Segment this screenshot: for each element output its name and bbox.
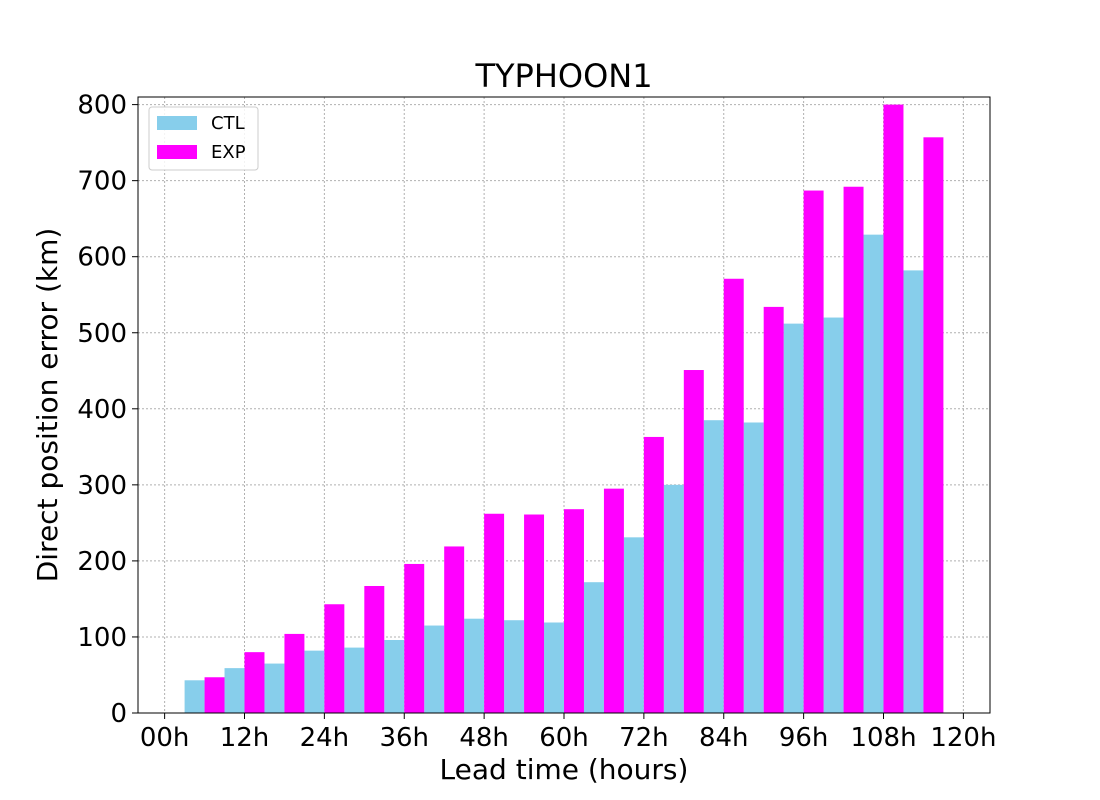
x-tick-label: 96h bbox=[779, 723, 829, 753]
x-tick-label: 12h bbox=[220, 723, 270, 753]
bar-ctl bbox=[184, 680, 205, 713]
bar-exp bbox=[723, 278, 744, 713]
bar-exp bbox=[364, 585, 385, 713]
y-tick-label: 100 bbox=[77, 623, 127, 653]
bar-exp bbox=[923, 137, 944, 714]
y-tick-label: 300 bbox=[77, 471, 127, 501]
legend-swatch-ctl bbox=[157, 116, 197, 130]
bar-exp bbox=[803, 190, 824, 713]
bar-ctl bbox=[504, 620, 525, 713]
ticks: 0 100 200 300 400 500 600 700 800 00h 12h 24h 36h 48h… bbox=[77, 91, 996, 753]
x-axis-title: Lead time (hours) bbox=[440, 753, 689, 786]
y-tick-label: 700 bbox=[77, 167, 127, 197]
bar-exp bbox=[244, 652, 265, 713]
bar-ctl bbox=[743, 422, 764, 713]
x-tick-label: 36h bbox=[379, 723, 429, 753]
bar-exp bbox=[683, 370, 704, 713]
x-tick-label: 00h bbox=[140, 723, 190, 753]
bar-ctl bbox=[264, 663, 285, 713]
bar-exp bbox=[643, 436, 664, 713]
y-tick-label: 600 bbox=[77, 243, 127, 273]
bar-ctl bbox=[903, 270, 924, 713]
x-tick-label: 120h bbox=[930, 723, 996, 753]
y-tick-label: 800 bbox=[77, 91, 127, 121]
bar-ctl bbox=[783, 323, 804, 713]
bar-exp bbox=[564, 509, 584, 713]
bar-exp bbox=[324, 604, 345, 713]
bar-ctl bbox=[384, 639, 405, 713]
x-tick-label: 60h bbox=[539, 723, 589, 753]
bars bbox=[184, 104, 944, 714]
y-tick-label: 500 bbox=[77, 319, 127, 349]
bar-exp bbox=[284, 633, 305, 713]
bar-ctl bbox=[623, 537, 644, 713]
x-tick-label: 72h bbox=[619, 723, 669, 753]
y-tick-label: 400 bbox=[77, 395, 127, 425]
bar-exp bbox=[763, 306, 784, 713]
bar-ctl bbox=[544, 622, 564, 713]
x-tick-label: 48h bbox=[459, 723, 509, 753]
bar-ctl bbox=[703, 420, 724, 713]
bar-ctl bbox=[863, 234, 884, 713]
bar-exp bbox=[843, 186, 864, 713]
bar-exp bbox=[404, 563, 425, 713]
bar-ctl bbox=[663, 484, 684, 713]
y-tick-label: 200 bbox=[77, 547, 127, 577]
legend-swatch-exp bbox=[157, 145, 197, 159]
bar-exp bbox=[444, 546, 465, 713]
y-tick-label: 0 bbox=[110, 699, 127, 729]
x-tick-label: 84h bbox=[699, 723, 749, 753]
legend: CTL EXP bbox=[148, 106, 259, 171]
bar-ctl bbox=[424, 625, 445, 713]
bar-ctl bbox=[823, 317, 844, 713]
x-tick-label: 108h bbox=[850, 723, 916, 753]
y-axis-title: Direct position error (km) bbox=[31, 228, 64, 583]
bar-ctl bbox=[344, 647, 365, 713]
bar-exp bbox=[883, 104, 904, 714]
bar-exp bbox=[204, 677, 225, 713]
bar-exp bbox=[524, 514, 545, 713]
bar-ctl bbox=[464, 618, 485, 713]
bar-ctl bbox=[304, 650, 325, 713]
legend-label-exp: EXP bbox=[211, 142, 246, 163]
bar-ctl bbox=[583, 582, 604, 713]
bar-ctl bbox=[224, 668, 245, 713]
x-tick-label: 24h bbox=[300, 723, 350, 753]
chart-title: TYPHOON1 bbox=[474, 57, 652, 95]
legend-label-ctl: CTL bbox=[211, 113, 245, 134]
bar-exp bbox=[603, 488, 624, 713]
bar-exp bbox=[484, 513, 505, 713]
